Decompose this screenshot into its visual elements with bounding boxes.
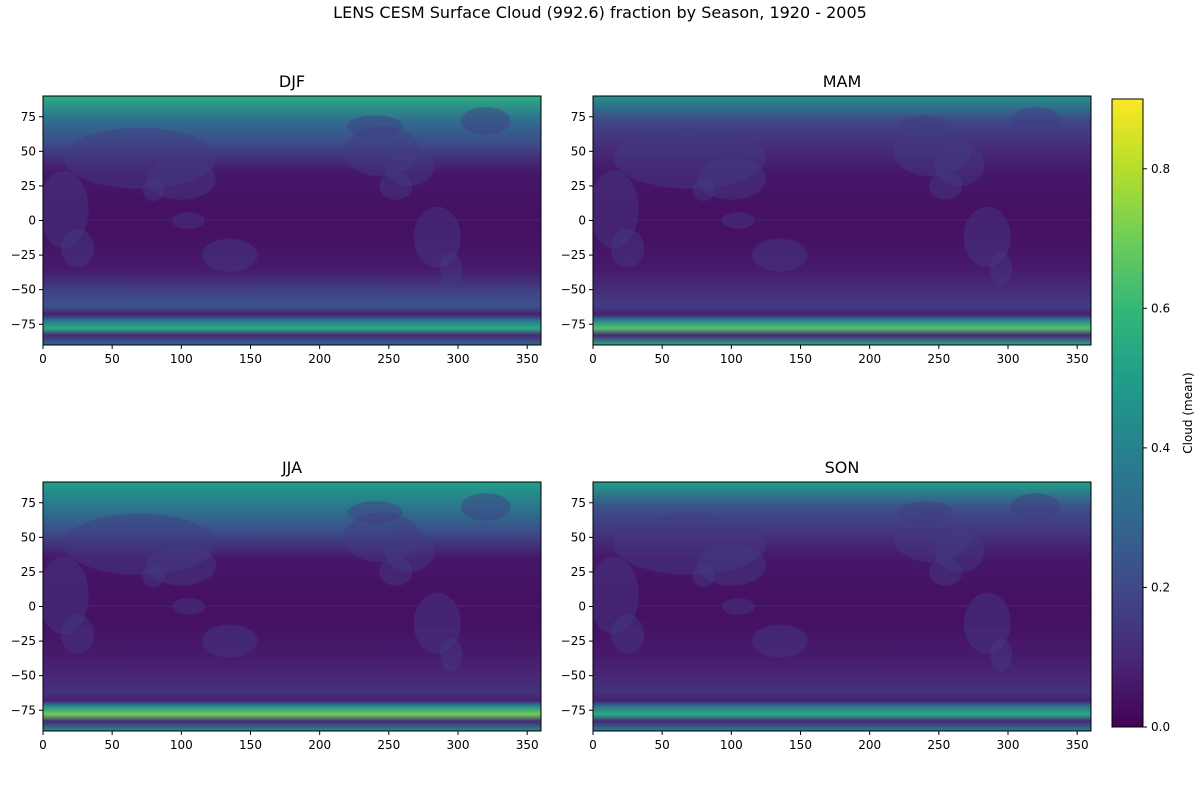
x-tick-label: 300 <box>447 352 470 366</box>
y-tick-label: 0 <box>28 214 36 228</box>
y-tick-label: 50 <box>21 530 36 544</box>
colorbar: 0.0 0.2 0.4 0.6 0.8 Cloud (mean) <box>1111 98 1195 734</box>
y-tick-label: −50 <box>561 669 586 683</box>
x-tick-label: 250 <box>377 738 400 752</box>
y-tick-label: −75 <box>561 317 586 331</box>
x-tick-label: 200 <box>308 352 331 366</box>
x-tick-label: 200 <box>858 738 881 752</box>
y-tick-label: 50 <box>21 144 36 158</box>
x-tick-label: 300 <box>997 352 1020 366</box>
land-texture <box>593 493 1091 672</box>
x-tick-label: 300 <box>447 738 470 752</box>
colorbar-tick-label: 0.6 <box>1151 301 1170 315</box>
y-tick-label: 25 <box>21 179 36 193</box>
y-tick-label: 75 <box>21 110 36 124</box>
y-tick-label: −50 <box>11 669 36 683</box>
x-tick-label: 350 <box>1066 738 1089 752</box>
x-tick-label: 200 <box>858 352 881 366</box>
y-tick-label: 0 <box>28 600 36 614</box>
x-tick-label: 250 <box>927 738 950 752</box>
colorbar-tick-label: 0.4 <box>1151 441 1170 455</box>
x-tick-label: 0 <box>39 352 47 366</box>
x-tick-label: 50 <box>105 352 120 366</box>
y-tick-label: 0 <box>578 600 586 614</box>
y-tick-label: 0 <box>578 214 586 228</box>
y-tick-label: −75 <box>11 317 36 331</box>
colorbar-tick-label: 0.8 <box>1151 162 1170 176</box>
y-tick-label: −50 <box>561 283 586 297</box>
x-tick-label: 100 <box>720 352 743 366</box>
x-tick-label: 0 <box>589 738 597 752</box>
x-tick-label: 50 <box>655 738 670 752</box>
y-tick-label: −50 <box>11 283 36 297</box>
x-tick-label: 150 <box>789 738 812 752</box>
x-tick-label: 350 <box>516 738 539 752</box>
y-tick-label: −75 <box>11 703 36 717</box>
colorbar-tick-label: 0.0 <box>1151 720 1170 734</box>
x-tick-label: 300 <box>997 738 1020 752</box>
x-tick-label: 100 <box>170 352 193 366</box>
y-tick-label: −75 <box>561 703 586 717</box>
land-texture <box>43 107 541 286</box>
y-tick-label: 75 <box>571 110 586 124</box>
x-tick-label: 150 <box>239 352 262 366</box>
y-tick-label: 50 <box>571 144 586 158</box>
x-tick-label: 350 <box>516 352 539 366</box>
x-tick-label: 350 <box>1066 352 1089 366</box>
colorbar-label: Cloud (mean) <box>1181 372 1195 454</box>
panel-title-djf: DJF <box>278 72 306 91</box>
x-tick-label: 100 <box>170 738 193 752</box>
y-tick-label: 75 <box>21 496 36 510</box>
y-tick-label: 25 <box>571 565 586 579</box>
y-tick-label: −25 <box>11 634 36 648</box>
y-tick-label: 75 <box>571 496 586 510</box>
x-tick-label: 50 <box>105 738 120 752</box>
x-tick-label: 250 <box>927 352 950 366</box>
x-tick-label: 0 <box>589 352 597 366</box>
y-tick-label: 25 <box>571 179 586 193</box>
x-tick-label: 150 <box>239 738 262 752</box>
panel-title-son: SON <box>824 458 860 477</box>
y-tick-label: 50 <box>571 530 586 544</box>
x-tick-label: 150 <box>789 352 812 366</box>
colorbar-tick-label: 0.2 <box>1151 580 1170 594</box>
panel-title-mam: MAM <box>822 72 862 91</box>
colorbar-gradient <box>1111 98 1144 728</box>
panel-title-jja: JJA <box>281 458 303 477</box>
x-tick-label: 0 <box>39 738 47 752</box>
x-tick-label: 50 <box>655 352 670 366</box>
land-texture <box>593 107 1091 286</box>
y-tick-label: 25 <box>21 565 36 579</box>
y-tick-label: −25 <box>561 634 586 648</box>
y-tick-label: −25 <box>11 248 36 262</box>
x-tick-label: 200 <box>308 738 331 752</box>
y-tick-label: −25 <box>561 248 586 262</box>
x-tick-label: 250 <box>377 352 400 366</box>
land-texture <box>43 493 541 672</box>
figure-title: LENS CESM Surface Cloud (992.6) fraction… <box>333 3 867 22</box>
x-tick-label: 100 <box>720 738 743 752</box>
